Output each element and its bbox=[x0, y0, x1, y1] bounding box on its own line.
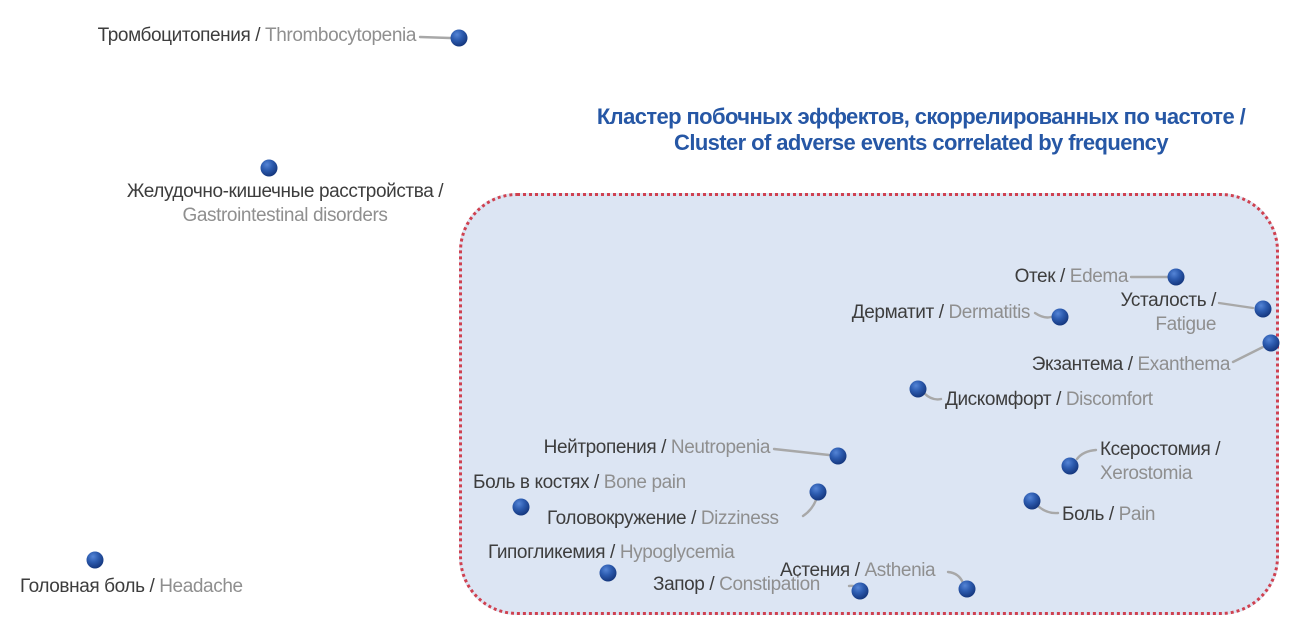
point-dot-fatigue bbox=[1254, 300, 1272, 318]
point-dot-thrombocytopenia bbox=[450, 29, 468, 47]
point-label-fatigue: Усталость / Fatigue bbox=[1120, 290, 1217, 335]
leader-dermatitis bbox=[1033, 311, 1053, 319]
leader-fatigue bbox=[1217, 301, 1255, 310]
leader-exanthema bbox=[1231, 345, 1265, 364]
point-label-constipation: Запор / Constipation bbox=[653, 574, 820, 595]
point-label-thrombocytopenia: Тромбоцитопения / Thrombocytopenia bbox=[97, 25, 417, 46]
point-dot-gastrointestinal-disorders bbox=[260, 159, 278, 177]
point-label-discomfort: Дискомфорт / Discomfort bbox=[945, 389, 1153, 410]
figure-title-line1: Кластер побочных эффектов, скоррелирован… bbox=[596, 104, 1246, 129]
point-dot-neutropenia bbox=[829, 447, 847, 465]
leader-thrombocytopenia bbox=[418, 35, 452, 40]
leader-discomfort bbox=[922, 391, 943, 401]
point-label-bone-pain: Боль в костях / Bone pain bbox=[473, 472, 686, 493]
point-label-edema: Отек / Edema bbox=[1014, 266, 1129, 287]
point-dot-bone-pain bbox=[512, 498, 530, 516]
figure-title: Кластер побочных эффектов, скоррелирован… bbox=[560, 104, 1282, 156]
point-dot-dizziness bbox=[809, 483, 827, 501]
point-label-gastrointestinal-disorders: Желудочно-кишечные расстройства / Gastro… bbox=[126, 181, 444, 226]
point-label-asthenia: Астения / Asthenia bbox=[780, 560, 936, 581]
point-dot-hypoglycemia bbox=[599, 564, 617, 582]
leader-pain bbox=[1036, 504, 1060, 515]
point-dot-constipation bbox=[851, 582, 869, 600]
figure-title-line2: Cluster of adverse events correlated by … bbox=[674, 130, 1169, 155]
point-dot-edema bbox=[1167, 268, 1185, 286]
leader-dizziness bbox=[801, 498, 818, 518]
point-dot-dermatitis bbox=[1051, 308, 1069, 326]
point-dot-exanthema bbox=[1262, 334, 1280, 352]
leader-xerostomia bbox=[1075, 448, 1098, 461]
point-label-dizziness: Головокружение / Dizziness bbox=[547, 508, 779, 529]
leader-neutropenia bbox=[772, 447, 831, 457]
point-label-dermatitis: Дерматит / Dermatitis bbox=[851, 302, 1031, 323]
point-dot-pain bbox=[1023, 492, 1041, 510]
cluster-box bbox=[459, 193, 1279, 615]
point-dot-xerostomia bbox=[1061, 457, 1079, 475]
point-label-headache: Головная боль / Headache bbox=[20, 576, 243, 597]
point-label-hypoglycemia: Гипогликемия / Hypoglycemia bbox=[488, 542, 735, 563]
point-label-pain: Боль / Pain bbox=[1062, 504, 1156, 525]
point-label-xerostomia: Ксеростомия / Xerostomia bbox=[1100, 439, 1221, 484]
point-label-neutropenia: Нейтропения / Neutropenia bbox=[543, 437, 771, 458]
point-dot-discomfort bbox=[909, 380, 927, 398]
point-dot-headache bbox=[86, 551, 104, 569]
point-dot-asthenia bbox=[958, 580, 976, 598]
point-label-exanthema: Экзантема / Exanthema bbox=[1031, 354, 1231, 375]
